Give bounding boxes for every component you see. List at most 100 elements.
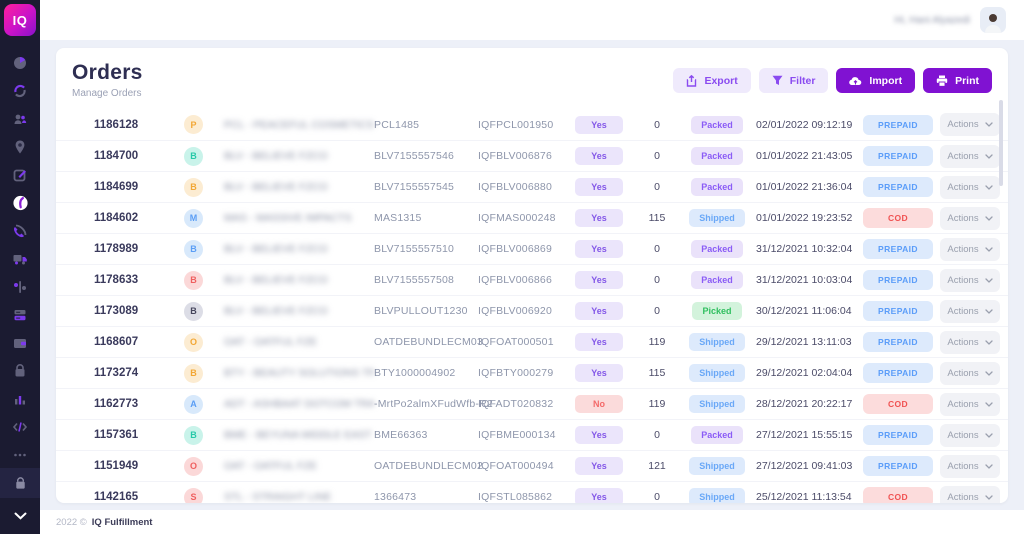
actions-label: Actions: [947, 367, 979, 379]
payment-badge: PREPAID: [863, 239, 933, 259]
iq-code: IQFADT020832: [478, 398, 554, 410]
app-logo[interactable]: IQ: [4, 4, 36, 36]
payment-badge: PREPAID: [863, 177, 933, 197]
actions-button[interactable]: Actions: [940, 144, 1000, 168]
actions-button[interactable]: Actions: [940, 485, 1000, 503]
wallet-icon[interactable]: [12, 334, 29, 351]
filter-button[interactable]: Filter: [758, 68, 829, 93]
table-row: 1173274 B BTY - BEAUTY SOLUTIONS TRADING…: [56, 357, 1008, 388]
confirmed-badge: Yes: [575, 488, 623, 503]
payment-badge: PREPAID: [863, 332, 933, 352]
customer-avatar: P: [184, 115, 203, 134]
actions-button[interactable]: Actions: [940, 113, 1000, 136]
chevron-down-icon[interactable]: [14, 498, 27, 534]
status-badge: Picked: [692, 302, 742, 320]
location-pin-icon[interactable]: [12, 138, 29, 155]
actions-button[interactable]: Actions: [940, 361, 1000, 385]
reference-code: BLVPULLOUT1230: [374, 305, 468, 317]
chevron-down-icon: [984, 153, 993, 159]
split-icon[interactable]: [12, 278, 29, 295]
phone-icon[interactable]: [12, 222, 29, 239]
customer-name: BLV - BELIEVE FZCO: [224, 274, 328, 286]
order-date: 31/12/2021 10:32:04: [756, 243, 853, 255]
order-date: 30/12/2021 11:06:04: [756, 305, 852, 317]
reference-code: OATDEBUNDLECM02: [374, 460, 483, 472]
confirmed-badge: Yes: [575, 271, 623, 289]
server-icon[interactable]: [12, 306, 29, 323]
confirmed-badge: Yes: [575, 178, 623, 196]
payment-badge: PREPAID: [863, 425, 933, 445]
reference-code: BLV7155557508: [374, 274, 455, 286]
bag-icon[interactable]: [0, 468, 40, 498]
customer-name: BLV - BELIEVE FZCO: [224, 305, 328, 317]
chevron-down-icon: [984, 494, 993, 500]
confirmed-badge: Yes: [575, 426, 623, 444]
toolbar: Export Filter Import: [673, 68, 992, 93]
order-id: 1173089: [94, 305, 139, 317]
actions-label: Actions: [947, 212, 979, 224]
actions-button[interactable]: Actions: [940, 423, 1000, 447]
iq-code: IQFMAS000248: [478, 212, 556, 224]
topbar: Hi, Hani Alyazedi: [40, 0, 1024, 40]
iq-code: IQFBLV006869: [478, 243, 553, 255]
status-badge: Packed: [691, 147, 743, 165]
payment-badge: COD: [863, 208, 933, 228]
confirmed-badge: No: [575, 395, 623, 413]
reference-code: 1366473: [374, 491, 417, 503]
actions-button[interactable]: Actions: [940, 330, 1000, 354]
orders-active-icon[interactable]: [12, 194, 29, 211]
iq-code: IQFBTY000279: [478, 367, 554, 379]
iq-code: IQFBLV006876: [478, 150, 553, 162]
order-id: 1186128: [94, 118, 139, 131]
actions-button[interactable]: Actions: [940, 392, 1000, 416]
iq-code: IQFBLV006866: [478, 274, 553, 286]
bar-chart-icon[interactable]: [12, 390, 29, 407]
customer-name: STL - STRAIGHT LINE: [224, 491, 332, 503]
actions-button[interactable]: Actions: [940, 237, 1000, 261]
chevron-down-icon: [984, 432, 993, 438]
export-button[interactable]: Export: [673, 68, 751, 93]
confirmed-badge: Yes: [575, 209, 623, 227]
quantity-value: 121: [648, 460, 666, 472]
pie-chart-icon[interactable]: [12, 54, 29, 71]
iq-code: IQFOAT000501: [478, 336, 554, 348]
page-heading: Orders Manage Orders: [72, 61, 143, 99]
actions-button[interactable]: Actions: [940, 206, 1000, 230]
status-badge: Shipped: [689, 209, 745, 227]
actions-button[interactable]: Actions: [940, 175, 1000, 199]
import-button[interactable]: Import: [836, 68, 916, 93]
reference-code: PCL1485: [374, 118, 420, 131]
actions-button[interactable]: Actions: [940, 454, 1000, 478]
status-badge: Packed: [691, 426, 743, 444]
edit-icon[interactable]: [12, 166, 29, 183]
lock-icon[interactable]: [12, 362, 29, 379]
payment-badge: PREPAID: [863, 363, 933, 383]
code-icon[interactable]: [12, 418, 29, 435]
table-row: 1178633 B BLV - BELIEVE FZCO BLV71555575…: [56, 264, 1008, 295]
print-button[interactable]: Print: [923, 68, 992, 93]
reference-code: BLV7155557545: [374, 181, 455, 193]
ellipsis-icon[interactable]: [12, 446, 29, 463]
customer-name: PCL - PEACEFUL COSMETICS LLC: [224, 118, 374, 131]
sync-icon[interactable]: [12, 82, 29, 99]
truck-icon[interactable]: [12, 250, 29, 267]
iq-code: IQFOAT000494: [478, 460, 554, 472]
chevron-down-icon: [984, 122, 993, 127]
order-id: 1151949: [94, 460, 139, 472]
vertical-scrollbar[interactable]: [999, 100, 1003, 186]
export-icon: [686, 74, 697, 87]
customer-avatar: B: [184, 425, 203, 445]
table-row: 1162773 A ADT - ASHBAAT DOTCOM TRADING -…: [56, 388, 1008, 419]
actions-button[interactable]: Actions: [940, 268, 1000, 292]
quantity-value: 119: [648, 336, 666, 348]
reference-code: OATDEBUNDLECM03: [374, 336, 483, 348]
quantity-value: 0: [654, 274, 660, 286]
actions-button[interactable]: Actions: [940, 299, 1000, 323]
users-icon[interactable]: [12, 110, 29, 127]
user-avatar[interactable]: [980, 7, 1006, 33]
iq-code: IQFBLV006920: [478, 305, 553, 317]
quantity-value: 0: [654, 118, 660, 131]
actions-label: Actions: [947, 243, 979, 255]
customer-avatar: B: [184, 146, 203, 166]
customer-name: OAT - OATFUL FZE: [224, 336, 317, 348]
